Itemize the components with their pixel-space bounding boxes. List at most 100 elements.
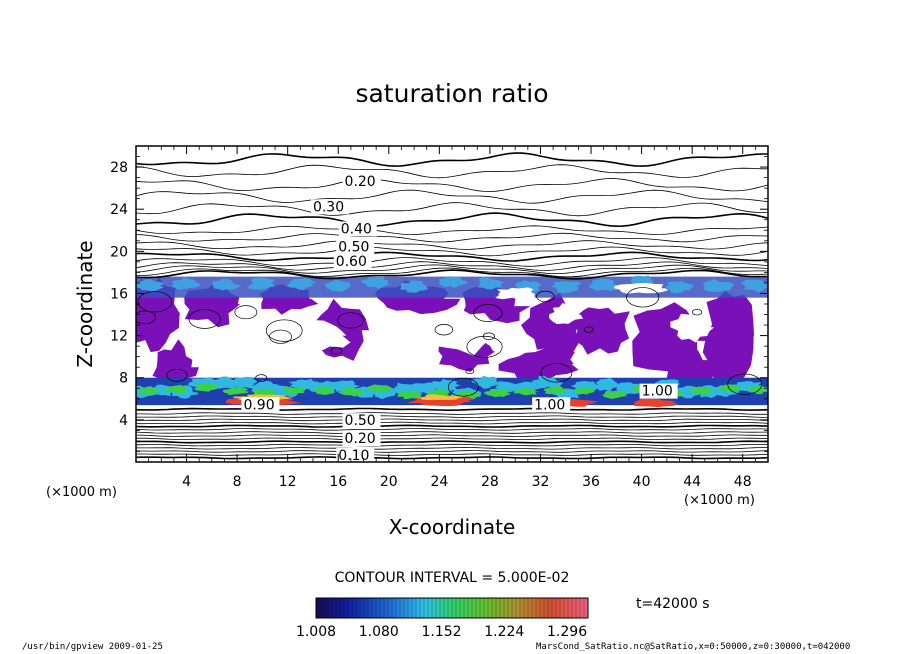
y-tick-label: 4	[119, 413, 128, 429]
contour-line	[136, 269, 768, 280]
y-tick-label: 20	[110, 244, 128, 260]
clear-region	[614, 283, 669, 294]
green-cell	[281, 386, 307, 395]
contour-line	[136, 446, 768, 450]
contour-line	[136, 246, 768, 257]
colorbar-stripes	[315, 598, 585, 618]
contour-label-bg	[342, 413, 381, 429]
purple-region	[498, 347, 579, 383]
cloud-contour	[330, 347, 343, 355]
upper-band-cell	[211, 278, 242, 291]
y-tick-label: 8	[119, 371, 128, 387]
cloud-contour	[626, 287, 660, 308]
contour-label-bg	[336, 447, 375, 462]
contour-label: 0.50	[345, 413, 376, 429]
x-unit-right: (×1000 m)	[684, 493, 755, 508]
contour-line	[136, 431, 768, 434]
contour-label: 0.20	[345, 431, 376, 447]
x-tick-label: 28	[481, 474, 499, 490]
contour-label: 0.60	[336, 254, 367, 270]
contour-label: 0.20	[345, 174, 376, 190]
green-cell	[716, 384, 743, 393]
contour-line	[136, 412, 768, 415]
lower-band-cell	[288, 378, 321, 391]
clear-region	[495, 287, 536, 301]
contour-line	[136, 443, 768, 447]
peak-core	[416, 394, 466, 401]
cloud-contour	[188, 309, 221, 329]
contour-line	[136, 424, 768, 428]
contour-line	[136, 189, 768, 204]
contour-line	[136, 450, 768, 453]
x-axis: 4 8 12 16 20 24 28 32 36 40 44 48	[148, 146, 756, 490]
contour-label-bg	[336, 239, 375, 255]
green-cell	[367, 384, 395, 393]
cloud-contour	[540, 363, 573, 383]
lower-band-cell	[592, 377, 624, 392]
upper-band-cell	[551, 281, 582, 294]
clear-region	[670, 313, 715, 343]
cloud-contour	[255, 374, 268, 382]
contour-label-bg	[342, 174, 381, 190]
green-cell	[483, 388, 511, 398]
green-cell	[690, 386, 713, 396]
green-cell	[338, 387, 367, 397]
green-cell	[310, 386, 336, 396]
green-cell	[194, 383, 220, 392]
footer-left: /usr/bin/gpview 2009-01-25	[22, 642, 163, 652]
contour-line	[136, 152, 768, 167]
x-tick-label: 40	[633, 474, 651, 490]
cloud-contour	[136, 310, 156, 325]
contour-label: 0.10	[338, 448, 369, 464]
contour-line	[136, 178, 768, 193]
x-tick-label: 44	[683, 474, 701, 490]
contour-line	[136, 212, 768, 228]
cloud-contour	[691, 308, 703, 316]
y-tick-label: 16	[110, 286, 128, 302]
contour-label: 0.50	[338, 239, 369, 255]
clear-region	[549, 303, 584, 325]
x-axis-label: X-coordinate	[389, 515, 516, 539]
contour-label-bg	[532, 397, 571, 413]
clear-region	[226, 324, 253, 347]
green-cell	[137, 386, 160, 396]
contour-labels: 0.200.300.400.500.601.001.000.900.500.20…	[241, 174, 678, 464]
cloud-contour	[465, 368, 475, 375]
x-tick-label: 24	[430, 474, 448, 490]
contour-line	[136, 428, 768, 431]
upper-band-cell	[323, 279, 351, 292]
y-axis: 4 8 12 16 20 24 28	[110, 156, 768, 452]
cloud-contour	[166, 368, 188, 382]
upper-band-cell	[438, 276, 469, 288]
contour-label: 1.00	[534, 397, 565, 413]
x-tick-label: 48	[734, 474, 752, 490]
green-cell	[164, 384, 192, 395]
x-tick-label: 36	[582, 474, 600, 490]
x-tick-label: 32	[532, 474, 550, 490]
upper-band-cell	[247, 277, 276, 290]
cloud-contour	[727, 373, 763, 395]
contour-label: 1.00	[642, 384, 673, 400]
colorbar-tick-label: 1.152	[421, 624, 461, 640]
contour-line	[136, 267, 768, 278]
fill-regions	[136, 275, 768, 408]
contour-label: 0.40	[341, 221, 372, 237]
upper-band-cell	[360, 276, 390, 289]
upper-band-cell	[399, 280, 429, 293]
contour-line	[136, 434, 768, 437]
green-cell	[747, 385, 768, 395]
contour-label-bg	[333, 254, 372, 270]
lower-band-cell	[206, 376, 239, 389]
contour-label-bg	[639, 383, 678, 399]
clear-region	[417, 306, 510, 356]
y-tick-label: 28	[110, 160, 128, 176]
contour-label: 0.30	[313, 199, 344, 215]
upper-band-cell	[136, 279, 164, 292]
x-tick-label: 16	[329, 474, 347, 490]
contour-line	[136, 225, 768, 236]
cloud-contour	[466, 335, 503, 358]
contour-line	[136, 453, 768, 456]
contour-label-bg	[338, 221, 377, 237]
cloud-contour	[447, 377, 479, 397]
